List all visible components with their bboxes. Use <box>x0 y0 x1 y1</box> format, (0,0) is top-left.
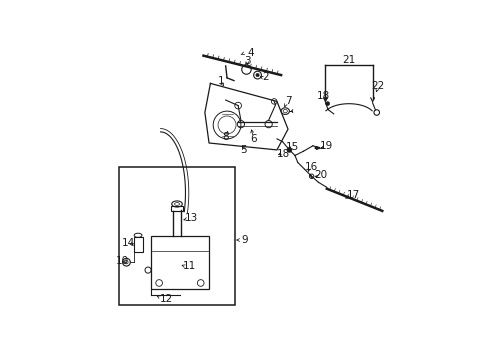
Text: 10: 10 <box>116 256 128 266</box>
Text: 16: 16 <box>305 162 318 172</box>
Text: 22: 22 <box>371 81 384 91</box>
Bar <box>171 206 183 211</box>
Bar <box>119 167 235 305</box>
Text: 6: 6 <box>249 134 256 144</box>
Text: 18: 18 <box>316 91 329 101</box>
Text: 4: 4 <box>247 48 253 58</box>
Text: 12: 12 <box>159 294 172 304</box>
Text: 1: 1 <box>218 76 224 86</box>
Text: 3: 3 <box>244 56 250 66</box>
Circle shape <box>255 73 259 77</box>
Text: 13: 13 <box>184 213 198 224</box>
Text: 9: 9 <box>241 235 248 245</box>
Text: 21: 21 <box>342 55 355 65</box>
Circle shape <box>286 148 291 152</box>
Text: 15: 15 <box>285 142 299 152</box>
Text: 17: 17 <box>346 190 359 200</box>
Bar <box>150 236 208 288</box>
Text: 2: 2 <box>262 72 268 82</box>
Text: 14: 14 <box>122 238 135 248</box>
Text: 11: 11 <box>183 261 196 271</box>
Text: 20: 20 <box>314 170 327 180</box>
FancyArrow shape <box>314 147 319 149</box>
Text: 7: 7 <box>284 96 291 107</box>
Bar <box>133 237 142 252</box>
Text: 8: 8 <box>222 132 228 143</box>
Circle shape <box>325 102 329 105</box>
Text: 5: 5 <box>240 145 246 155</box>
Text: 18: 18 <box>276 149 289 159</box>
Text: 19: 19 <box>320 141 333 151</box>
